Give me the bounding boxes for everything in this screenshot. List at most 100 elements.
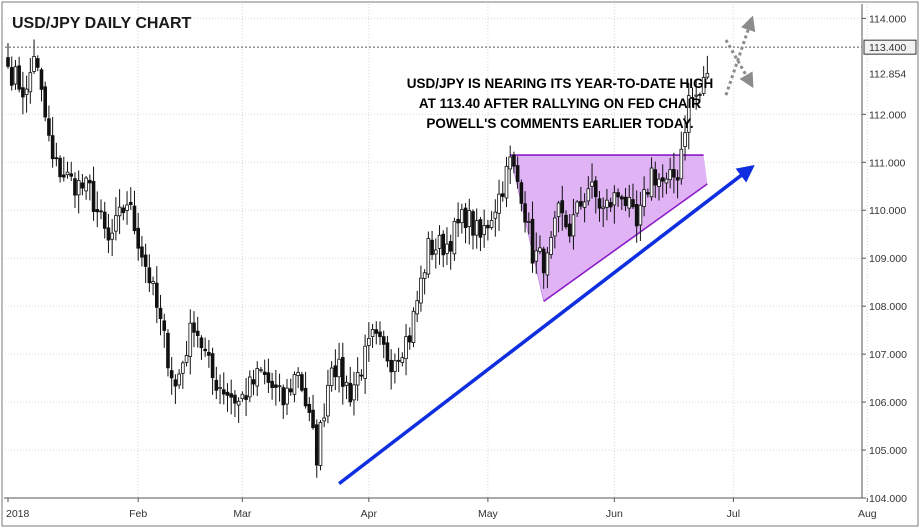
candle-body — [649, 167, 654, 198]
y-tick-label: 114.000 — [869, 13, 906, 25]
candle-body — [251, 379, 256, 385]
candle-body — [456, 218, 460, 224]
candle-body — [672, 169, 676, 178]
candle-body — [463, 207, 468, 229]
last-price-label: 112.854 — [869, 68, 906, 80]
candle-body — [519, 182, 524, 204]
candle-body — [277, 385, 282, 388]
candle-body — [199, 337, 204, 349]
candle-body — [560, 200, 565, 214]
candle-body — [125, 204, 129, 211]
candle-body — [657, 178, 661, 187]
candle-body — [99, 210, 103, 213]
candle-body — [474, 220, 479, 236]
candle-body — [158, 307, 163, 320]
candle-body — [21, 87, 25, 98]
candle-body — [322, 417, 326, 422]
candle-body — [110, 232, 114, 240]
candle-body — [593, 180, 598, 198]
candle-body — [28, 72, 33, 93]
candle-body — [88, 179, 92, 184]
x-tick-label: Apr — [361, 508, 378, 520]
candle-body — [698, 94, 702, 96]
candle-body — [121, 207, 126, 214]
candle-body — [575, 201, 579, 214]
y-tick-label: 111.000 — [869, 157, 906, 169]
candle-body — [352, 384, 356, 401]
candle-body — [471, 211, 475, 236]
candle-body — [35, 58, 40, 68]
candle-body — [73, 178, 77, 196]
candle-body — [601, 206, 605, 210]
candle-body — [177, 373, 181, 386]
triangle-lower-line — [543, 183, 708, 303]
candle-body — [166, 332, 170, 369]
candle-body — [616, 192, 620, 198]
candle-body — [262, 371, 267, 375]
axis-labels-layer: 104.000 105.000 106.000 107.000 108.000 109.0… — [6, 13, 917, 520]
chart-title: USD/JPY DAILY CHART — [12, 15, 192, 32]
candle-body — [620, 196, 624, 200]
y-tick-label: 105.000 — [869, 445, 907, 457]
candle-body — [337, 358, 341, 378]
candle-body — [385, 342, 390, 362]
candle-body — [236, 400, 241, 406]
candle-body — [114, 215, 118, 232]
candle-body — [419, 277, 423, 304]
candle-body — [694, 94, 698, 97]
candle-body — [169, 370, 174, 379]
candle-body — [504, 165, 509, 199]
candle-body — [95, 209, 100, 213]
candle-body — [136, 227, 141, 249]
candle-body — [486, 224, 490, 229]
candle-body — [653, 169, 658, 186]
candle-body — [404, 336, 408, 360]
y-tick-label: 106.000 — [869, 397, 907, 409]
x-tick-label: May — [478, 508, 499, 520]
candle-body — [106, 227, 111, 241]
candle-body — [188, 322, 193, 357]
candle-body — [363, 345, 367, 379]
candle-body — [460, 209, 464, 224]
candle-body — [497, 193, 501, 214]
candle-body — [579, 200, 583, 207]
x-tick-label: Feb — [129, 508, 147, 520]
candle-body — [359, 374, 364, 377]
candle-body — [195, 330, 200, 337]
candle-body — [9, 67, 14, 86]
candle-body — [448, 241, 453, 252]
candle-body — [229, 393, 234, 398]
uptrend-line — [338, 164, 755, 486]
candle-body — [143, 254, 148, 267]
candle-body — [84, 177, 88, 192]
candle-body — [281, 387, 286, 406]
candle-body — [128, 201, 133, 205]
candle-body — [13, 66, 18, 85]
candle-body — [534, 250, 539, 262]
candle-body — [530, 218, 535, 264]
candle-body — [80, 182, 85, 189]
candle-body — [17, 65, 21, 90]
candle-body — [478, 219, 483, 238]
candle-body — [288, 388, 293, 393]
candle-body — [553, 217, 557, 237]
candle-body — [326, 384, 330, 417]
candle-body — [445, 243, 449, 254]
triangle-pattern-layer — [509, 154, 708, 303]
candle-body — [664, 178, 669, 184]
candle-body — [65, 171, 70, 176]
candle-body — [378, 331, 382, 338]
projection-arrow — [724, 39, 754, 89]
candle-body — [214, 379, 219, 391]
candle-body — [437, 234, 442, 249]
candle-body — [686, 95, 691, 133]
triangle-left-edge — [509, 155, 544, 302]
candle-body — [668, 169, 672, 181]
candle-body — [571, 214, 576, 237]
candle-body — [58, 157, 62, 178]
ytd-high-label: 113.400 — [869, 42, 906, 54]
candle-body — [266, 372, 271, 383]
